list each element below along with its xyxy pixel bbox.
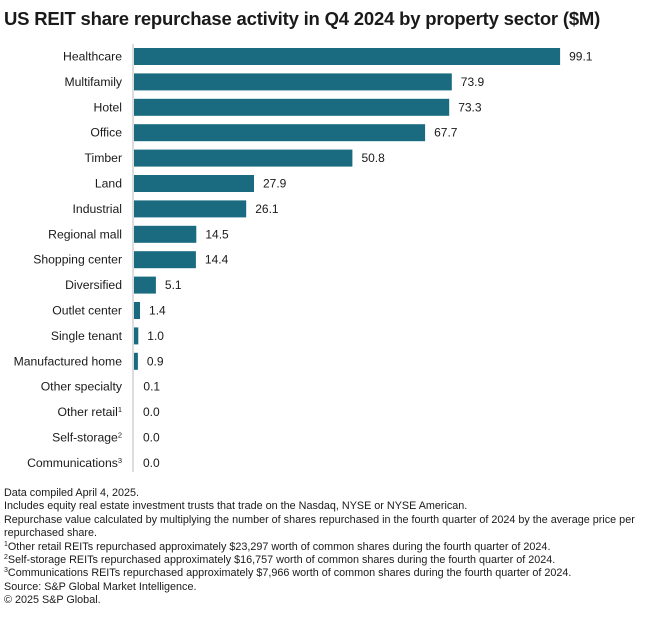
category-label: Outlet center: [52, 304, 122, 318]
footnote-marker: 1: [4, 540, 8, 548]
value-label: 5.1: [165, 278, 182, 292]
bar: [134, 302, 140, 319]
category-label: Industrial: [73, 202, 122, 216]
footnote-2: 2Self-storage REITs repurchased approxim…: [4, 554, 656, 567]
source-line: Source: S&P Global Market Intelligence.: [4, 580, 197, 593]
value-label: 73.9: [461, 75, 485, 89]
bar: [134, 175, 254, 192]
value-label: 1.4: [149, 304, 166, 318]
bar: [134, 124, 426, 142]
value-label: 73.3: [458, 100, 482, 114]
category-labels: Healthcare Multifamily Hotel Office Timber La…: [14, 50, 123, 470]
bar: [134, 149, 353, 167]
bar: [134, 327, 139, 345]
value-label: 0.9: [147, 354, 164, 368]
footnote-1: 1Other retail REITs repurchased approxim…: [4, 541, 656, 554]
bar: [134, 225, 197, 243]
category-label: Other specialty: [41, 380, 123, 394]
footnote-marker: 3: [4, 567, 8, 575]
category-label: Regional mall: [48, 227, 122, 241]
value-label: 0.0: [143, 431, 160, 445]
footnote-marker: 3: [118, 456, 122, 465]
note-date: Data compiled April 4, 2025.: [4, 487, 140, 499]
value-label: 67.7: [434, 126, 458, 140]
bar-chart: Healthcare Multifamily Hotel Office Timber La…: [14, 44, 593, 472]
value-label: 0.1: [143, 380, 160, 394]
bars: [134, 48, 561, 370]
value-label: 14.5: [205, 227, 229, 241]
bar: [134, 352, 138, 370]
footnote-text: Self-storage REITs repurchased approxima…: [7, 554, 556, 567]
value-label: 27.9: [263, 177, 287, 191]
chart-notes: Data compiled April 4, 2025. Includes eq…: [4, 487, 656, 608]
bar: [134, 251, 196, 269]
bar: [134, 200, 247, 218]
category-label: Diversified: [65, 278, 122, 292]
value-label: 0.0: [143, 456, 160, 470]
footnote-marker: 2: [4, 554, 8, 562]
bar: [134, 48, 561, 65]
footnote-3: 3Communications REITs repurchased approx…: [4, 567, 656, 580]
bar: [134, 73, 452, 91]
bar: [134, 98, 450, 116]
category-label: Office: [90, 126, 122, 140]
category-label: Single tenant: [51, 329, 123, 343]
chart-title: US REIT share repurchase activity in Q4 …: [4, 8, 601, 29]
copyright-line: © 2025 S&P Global.: [4, 594, 101, 607]
category-label: Manufactured home: [14, 354, 123, 368]
value-label: 1.0: [147, 329, 164, 343]
footnote-marker: 2: [118, 431, 122, 440]
footnote-text: Communications REITs repurchased approxi…: [7, 567, 572, 580]
value-labels: 99.1 73.9 73.367.7 50.8 27.9 26.1 14.5 14.4 5.1 1…: [143, 50, 593, 470]
footnote-text: Other retail REITs repurchased approxima…: [7, 540, 551, 553]
category-label: Timber: [85, 151, 122, 165]
category-label: Communications3: [27, 456, 122, 470]
category-label: Healthcare: [63, 50, 122, 64]
value-label: 26.1: [255, 202, 279, 216]
value-label: 0.0: [143, 405, 160, 419]
category-label: Multifamily: [64, 75, 122, 89]
note-scope: Includes equity real estate investment t…: [4, 500, 468, 513]
category-label: Land: [95, 177, 122, 191]
category-label: Shopping center: [33, 253, 122, 267]
bar: [134, 276, 156, 294]
value-label: 14.4: [205, 253, 229, 267]
category-label: Other retail1: [58, 405, 122, 419]
category-label: Self-storage2: [52, 431, 122, 445]
value-label: 50.8: [361, 151, 385, 165]
footnote-marker: 1: [118, 405, 122, 414]
category-label: Hotel: [94, 100, 122, 114]
note-method: Repurchase value calculated by multiplyi…: [4, 513, 635, 540]
value-label: 99.1: [569, 50, 593, 64]
